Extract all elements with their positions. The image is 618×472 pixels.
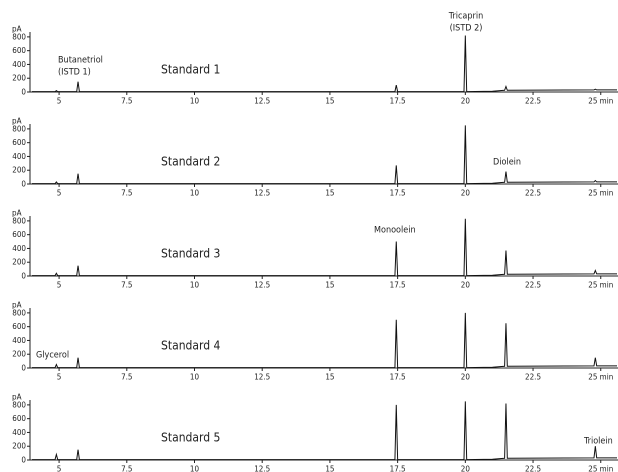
x-tick-label: 10 [190, 465, 200, 472]
trace [32, 218, 617, 277]
x-tick-label: 25 min [588, 281, 613, 290]
panel-title: Standard 1 [161, 63, 220, 77]
panel-title: Standard 4 [161, 339, 221, 353]
peak-label: Butanetriol [58, 56, 103, 66]
x-tick-label: 15 [325, 281, 334, 290]
x-tick-label: 15 [325, 465, 334, 472]
y-axis-label: pA [12, 117, 22, 126]
x-tick-label: 7.5 [121, 97, 132, 106]
x-tick-label: 12.5 [254, 281, 270, 290]
x-tick-label: 25 min [588, 97, 613, 106]
x-tick-label: 12.5 [254, 373, 270, 382]
y-tick-label: 400 [12, 60, 26, 69]
y-tick-label: 200 [12, 74, 26, 83]
trace [32, 312, 617, 369]
x-tick-label: 22.5 [525, 189, 541, 198]
y-tick-label: 200 [12, 442, 26, 451]
y-tick-label: 0 [21, 456, 26, 465]
x-tick-label: 20 [461, 189, 471, 198]
y-axis-label: pA [12, 209, 22, 218]
x-tick-label: 17.5 [390, 281, 406, 290]
y-axis-label: pA [12, 393, 22, 402]
x-tick-label: 22.5 [525, 97, 541, 106]
peak-label: (ISTD 2) [450, 24, 483, 34]
x-tick-label: 5 [57, 465, 62, 472]
x-tick-label: 22.5 [525, 373, 541, 382]
peak-label: Glycerol [36, 351, 69, 361]
trace [32, 35, 617, 93]
x-tick-label: 20 [461, 97, 471, 106]
x-tick-label: 17.5 [390, 189, 406, 198]
peak-label: (ISTD 1) [58, 68, 91, 78]
x-tick-label: 5 [57, 281, 62, 290]
x-tick-label: 22.5 [525, 465, 541, 472]
y-tick-label: 800 [12, 400, 26, 409]
y-tick-label: 400 [12, 244, 26, 253]
peak-label: Tricaprin [448, 12, 483, 22]
x-tick-label: 12.5 [254, 97, 270, 106]
x-tick-label: 5 [57, 373, 62, 382]
x-tick-label: 10 [190, 373, 200, 382]
x-tick-label: 20 [461, 465, 471, 472]
trace [32, 401, 617, 461]
trace [32, 125, 617, 185]
x-tick-label: 25 min [588, 465, 613, 472]
x-tick-label: 20 [461, 373, 471, 382]
panel-title: Standard 5 [161, 431, 220, 445]
x-tick-label: 10 [190, 281, 200, 290]
y-axis-label: pA [12, 25, 22, 34]
x-tick-label: 7.5 [121, 189, 132, 198]
y-tick-label: 800 [12, 308, 26, 317]
x-tick-label: 10 [190, 189, 200, 198]
x-tick-label: 17.5 [390, 373, 406, 382]
peak-label: Diolein [493, 158, 521, 168]
y-tick-label: 600 [12, 414, 26, 423]
y-tick-label: 200 [12, 258, 26, 267]
x-tick-label: 17.5 [390, 97, 406, 106]
y-tick-label: 0 [21, 364, 26, 373]
x-tick-label: 17.5 [390, 465, 406, 472]
x-tick-label: 12.5 [254, 465, 270, 472]
y-tick-label: 400 [12, 152, 26, 161]
y-tick-label: 800 [12, 124, 26, 133]
y-tick-label: 400 [12, 428, 26, 437]
y-tick-label: 0 [21, 272, 26, 281]
panel-title: Standard 3 [161, 247, 220, 261]
y-tick-label: 400 [12, 336, 26, 345]
peak-label: Monoolein [374, 226, 416, 236]
y-axis-label: pA [12, 301, 22, 310]
x-tick-label: 10 [190, 97, 200, 106]
x-tick-label: 25 min [588, 189, 613, 198]
y-tick-label: 600 [12, 138, 26, 147]
x-tick-label: 7.5 [121, 373, 132, 382]
x-tick-label: 7.5 [121, 465, 132, 472]
y-tick-label: 600 [12, 230, 26, 239]
x-tick-label: 20 [461, 281, 471, 290]
x-tick-label: 5 [57, 97, 62, 106]
y-tick-label: 0 [21, 88, 26, 97]
x-tick-label: 25 min [588, 373, 613, 382]
x-tick-label: 22.5 [525, 281, 541, 290]
peak-label: Triolein [583, 437, 613, 447]
panel-title: Standard 2 [161, 155, 220, 169]
x-tick-label: 15 [325, 189, 334, 198]
y-tick-label: 800 [12, 216, 26, 225]
y-tick-label: 200 [12, 350, 26, 359]
y-tick-label: 600 [12, 322, 26, 331]
y-tick-label: 0 [21, 180, 26, 189]
y-tick-label: 600 [12, 46, 26, 55]
x-tick-label: 12.5 [254, 189, 270, 198]
y-tick-label: 800 [12, 32, 26, 41]
y-tick-label: 200 [12, 166, 26, 175]
x-tick-label: 5 [57, 189, 62, 198]
x-tick-label: 15 [325, 97, 334, 106]
x-tick-label: 7.5 [121, 281, 132, 290]
x-tick-label: 15 [325, 373, 334, 382]
